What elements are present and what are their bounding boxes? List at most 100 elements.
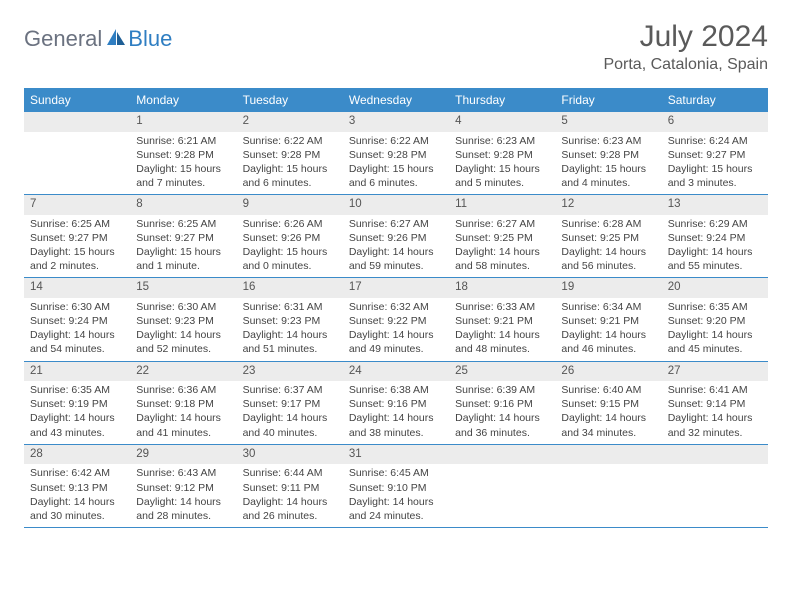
daylight-text: Daylight: 15 hours and 6 minutes. bbox=[349, 162, 443, 190]
day-cell: 30Sunrise: 6:44 AMSunset: 9:11 PMDayligh… bbox=[237, 445, 343, 527]
day-number: . bbox=[449, 445, 555, 465]
daylight-text: Daylight: 14 hours and 54 minutes. bbox=[30, 328, 124, 356]
sunrise-text: Sunrise: 6:27 AM bbox=[455, 217, 549, 231]
day-number: 13 bbox=[662, 195, 768, 215]
day-cell: 16Sunrise: 6:31 AMSunset: 9:23 PMDayligh… bbox=[237, 278, 343, 360]
day-cell: 15Sunrise: 6:30 AMSunset: 9:23 PMDayligh… bbox=[130, 278, 236, 360]
day-details: Sunrise: 6:30 AMSunset: 9:24 PMDaylight:… bbox=[24, 298, 130, 361]
day-details: Sunrise: 6:25 AMSunset: 9:27 PMDaylight:… bbox=[24, 215, 130, 278]
calendar: Sunday Monday Tuesday Wednesday Thursday… bbox=[24, 88, 768, 528]
daylight-text: Daylight: 14 hours and 40 minutes. bbox=[243, 411, 337, 439]
day-cell: 1Sunrise: 6:21 AMSunset: 9:28 PMDaylight… bbox=[130, 112, 236, 194]
sunrise-text: Sunrise: 6:32 AM bbox=[349, 300, 443, 314]
sunset-text: Sunset: 9:25 PM bbox=[455, 231, 549, 245]
day-cell: 8Sunrise: 6:25 AMSunset: 9:27 PMDaylight… bbox=[130, 195, 236, 277]
sunset-text: Sunset: 9:21 PM bbox=[455, 314, 549, 328]
sunset-text: Sunset: 9:23 PM bbox=[136, 314, 230, 328]
sunrise-text: Sunrise: 6:22 AM bbox=[349, 134, 443, 148]
day-number: 17 bbox=[343, 278, 449, 298]
day-details: Sunrise: 6:34 AMSunset: 9:21 PMDaylight:… bbox=[555, 298, 661, 361]
week-row: 14Sunrise: 6:30 AMSunset: 9:24 PMDayligh… bbox=[24, 278, 768, 361]
sunrise-text: Sunrise: 6:28 AM bbox=[561, 217, 655, 231]
day-number: 14 bbox=[24, 278, 130, 298]
day-cell: 4Sunrise: 6:23 AMSunset: 9:28 PMDaylight… bbox=[449, 112, 555, 194]
sunset-text: Sunset: 9:26 PM bbox=[349, 231, 443, 245]
day-details: Sunrise: 6:28 AMSunset: 9:25 PMDaylight:… bbox=[555, 215, 661, 278]
day-details: Sunrise: 6:44 AMSunset: 9:11 PMDaylight:… bbox=[237, 464, 343, 527]
day-number: 2 bbox=[237, 112, 343, 132]
day-number: 31 bbox=[343, 445, 449, 465]
sunrise-text: Sunrise: 6:31 AM bbox=[243, 300, 337, 314]
day-details: Sunrise: 6:27 AMSunset: 9:26 PMDaylight:… bbox=[343, 215, 449, 278]
day-cell: 10Sunrise: 6:27 AMSunset: 9:26 PMDayligh… bbox=[343, 195, 449, 277]
daylight-text: Daylight: 14 hours and 30 minutes. bbox=[30, 495, 124, 523]
daylight-text: Daylight: 14 hours and 56 minutes. bbox=[561, 245, 655, 273]
daylight-text: Daylight: 14 hours and 58 minutes. bbox=[455, 245, 549, 273]
day-number: 15 bbox=[130, 278, 236, 298]
day-number: 11 bbox=[449, 195, 555, 215]
sunset-text: Sunset: 9:14 PM bbox=[668, 397, 762, 411]
day-details: Sunrise: 6:35 AMSunset: 9:20 PMDaylight:… bbox=[662, 298, 768, 361]
day-number: 1 bbox=[130, 112, 236, 132]
sunset-text: Sunset: 9:24 PM bbox=[30, 314, 124, 328]
day-details: Sunrise: 6:43 AMSunset: 9:12 PMDaylight:… bbox=[130, 464, 236, 527]
day-number: 20 bbox=[662, 278, 768, 298]
daylight-text: Daylight: 14 hours and 45 minutes. bbox=[668, 328, 762, 356]
week-row: 7Sunrise: 6:25 AMSunset: 9:27 PMDaylight… bbox=[24, 195, 768, 278]
sunrise-text: Sunrise: 6:34 AM bbox=[561, 300, 655, 314]
sunset-text: Sunset: 9:27 PM bbox=[668, 148, 762, 162]
sunset-text: Sunset: 9:27 PM bbox=[136, 231, 230, 245]
day-cell: 5Sunrise: 6:23 AMSunset: 9:28 PMDaylight… bbox=[555, 112, 661, 194]
daylight-text: Daylight: 14 hours and 34 minutes. bbox=[561, 411, 655, 439]
day-cell: . bbox=[449, 445, 555, 527]
day-details: Sunrise: 6:38 AMSunset: 9:16 PMDaylight:… bbox=[343, 381, 449, 444]
daylight-text: Daylight: 15 hours and 6 minutes. bbox=[243, 162, 337, 190]
day-cell: 13Sunrise: 6:29 AMSunset: 9:24 PMDayligh… bbox=[662, 195, 768, 277]
day-cell: 6Sunrise: 6:24 AMSunset: 9:27 PMDaylight… bbox=[662, 112, 768, 194]
day-details: Sunrise: 6:30 AMSunset: 9:23 PMDaylight:… bbox=[130, 298, 236, 361]
day-number: . bbox=[555, 445, 661, 465]
day-details: Sunrise: 6:27 AMSunset: 9:25 PMDaylight:… bbox=[449, 215, 555, 278]
day-number: . bbox=[24, 112, 130, 132]
day-cell: 2Sunrise: 6:22 AMSunset: 9:28 PMDaylight… bbox=[237, 112, 343, 194]
day-number: 5 bbox=[555, 112, 661, 132]
sunrise-text: Sunrise: 6:33 AM bbox=[455, 300, 549, 314]
day-number: 3 bbox=[343, 112, 449, 132]
sunset-text: Sunset: 9:16 PM bbox=[349, 397, 443, 411]
sunset-text: Sunset: 9:12 PM bbox=[136, 481, 230, 495]
sunrise-text: Sunrise: 6:43 AM bbox=[136, 466, 230, 480]
weekday-header: Sunday bbox=[24, 88, 130, 112]
day-number: 30 bbox=[237, 445, 343, 465]
day-details: Sunrise: 6:31 AMSunset: 9:23 PMDaylight:… bbox=[237, 298, 343, 361]
daylight-text: Daylight: 14 hours and 36 minutes. bbox=[455, 411, 549, 439]
day-cell: 29Sunrise: 6:43 AMSunset: 9:12 PMDayligh… bbox=[130, 445, 236, 527]
day-number: 7 bbox=[24, 195, 130, 215]
title-block: July 2024 Porta, Catalonia, Spain bbox=[603, 20, 768, 74]
daylight-text: Daylight: 14 hours and 55 minutes. bbox=[668, 245, 762, 273]
sunrise-text: Sunrise: 6:22 AM bbox=[243, 134, 337, 148]
daylight-text: Daylight: 15 hours and 0 minutes. bbox=[243, 245, 337, 273]
daylight-text: Daylight: 14 hours and 41 minutes. bbox=[136, 411, 230, 439]
day-details: Sunrise: 6:45 AMSunset: 9:10 PMDaylight:… bbox=[343, 464, 449, 527]
sunrise-text: Sunrise: 6:27 AM bbox=[349, 217, 443, 231]
sunrise-text: Sunrise: 6:23 AM bbox=[561, 134, 655, 148]
day-details: Sunrise: 6:40 AMSunset: 9:15 PMDaylight:… bbox=[555, 381, 661, 444]
sunset-text: Sunset: 9:28 PM bbox=[349, 148, 443, 162]
month-title: July 2024 bbox=[603, 20, 768, 54]
day-cell: 27Sunrise: 6:41 AMSunset: 9:14 PMDayligh… bbox=[662, 362, 768, 444]
sunset-text: Sunset: 9:25 PM bbox=[561, 231, 655, 245]
week-row: 28Sunrise: 6:42 AMSunset: 9:13 PMDayligh… bbox=[24, 445, 768, 528]
day-cell: . bbox=[662, 445, 768, 527]
day-number: 26 bbox=[555, 362, 661, 382]
logo-text-blue: Blue bbox=[128, 26, 172, 52]
header: General Blue July 2024 Porta, Catalonia,… bbox=[24, 20, 768, 74]
weekday-header: Monday bbox=[130, 88, 236, 112]
sunset-text: Sunset: 9:16 PM bbox=[455, 397, 549, 411]
sunrise-text: Sunrise: 6:36 AM bbox=[136, 383, 230, 397]
logo-sail-icon bbox=[106, 28, 126, 51]
day-number: 8 bbox=[130, 195, 236, 215]
daylight-text: Daylight: 14 hours and 26 minutes. bbox=[243, 495, 337, 523]
sunrise-text: Sunrise: 6:25 AM bbox=[30, 217, 124, 231]
day-number: 9 bbox=[237, 195, 343, 215]
week-row: .1Sunrise: 6:21 AMSunset: 9:28 PMDayligh… bbox=[24, 112, 768, 195]
